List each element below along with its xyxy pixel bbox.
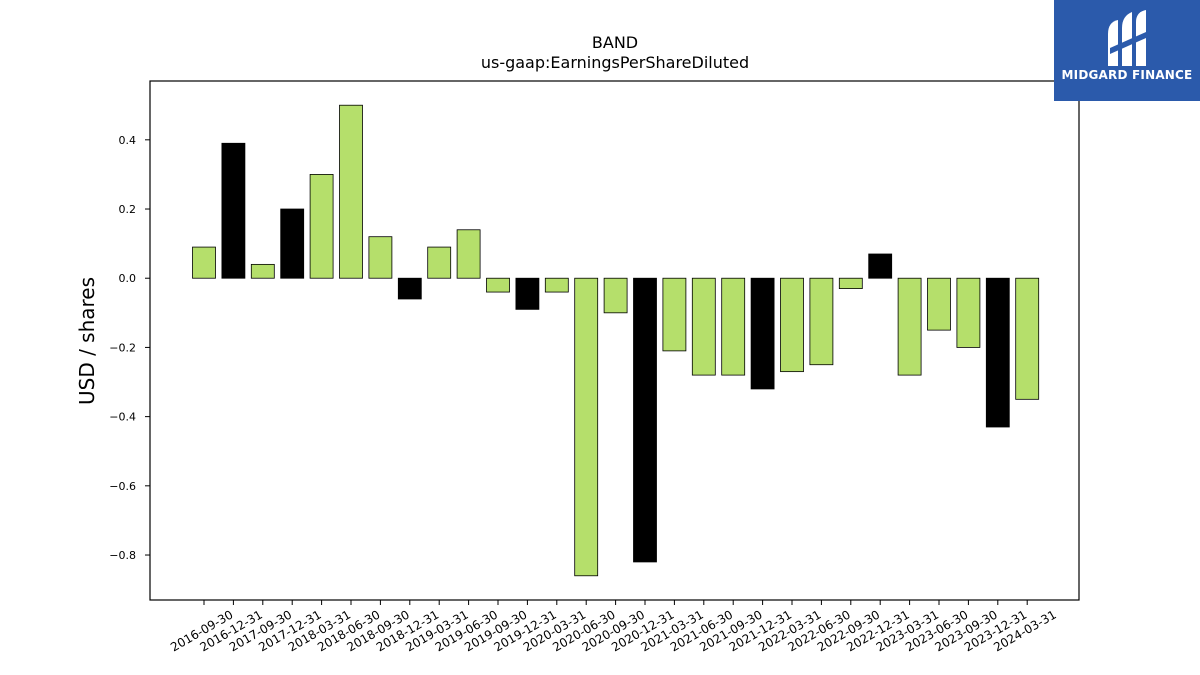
bar-2016-12-31 bbox=[221, 142, 246, 279]
midgard-logo-icon bbox=[1108, 10, 1146, 66]
bar-2019-09-30 bbox=[486, 277, 510, 293]
bar-2022-09-30 bbox=[838, 277, 863, 290]
y-axis-label: USD / shares bbox=[75, 277, 99, 405]
bar-2023-09-30 bbox=[956, 277, 981, 348]
bar-2021-09-30 bbox=[721, 277, 746, 376]
bar-2020-06-30 bbox=[574, 277, 599, 577]
bar-2018-09-30 bbox=[368, 236, 393, 279]
bar-2018-03-31 bbox=[309, 174, 334, 279]
y-axis-ticks: 0.4 0.2 0.0 −0.2 −0.4 −0.6 −0.8 bbox=[109, 134, 150, 562]
x-axis-ticks: 2016-09-302016-12-312017-09-302017-12-31… bbox=[168, 600, 1059, 654]
bar-2021-03-31 bbox=[662, 277, 687, 352]
bar-2023-12-31 bbox=[985, 277, 1010, 428]
bar-2022-03-31 bbox=[780, 277, 804, 373]
y-tick-label: −0.2 bbox=[109, 341, 136, 354]
bar-2021-06-30 bbox=[691, 277, 716, 376]
bar-2020-03-31 bbox=[544, 277, 569, 293]
chart-title: BAND bbox=[592, 33, 638, 52]
y-tick-label: −0.8 bbox=[109, 549, 136, 562]
chart-subtitle: us-gaap:EarningsPerShareDiluted bbox=[481, 53, 749, 72]
bar-2020-12-31 bbox=[633, 277, 657, 563]
bar-2017-09-30 bbox=[250, 263, 275, 279]
plot-frame bbox=[149, 80, 1080, 601]
bar-2019-12-31 bbox=[515, 277, 540, 310]
bar-2023-06-30 bbox=[927, 277, 951, 331]
bar-2019-03-31 bbox=[427, 246, 452, 279]
bar-2019-06-30 bbox=[456, 229, 481, 279]
bar-2023-03-31 bbox=[897, 277, 922, 376]
y-tick-label: −0.4 bbox=[109, 411, 136, 424]
bar-2018-06-30 bbox=[339, 104, 363, 279]
y-tick-label: 0.0 bbox=[119, 272, 137, 285]
bar-2021-12-31 bbox=[750, 277, 775, 390]
bar-2017-12-31 bbox=[280, 208, 305, 279]
bar-2020-09-30 bbox=[603, 277, 628, 314]
midgard-finance-logo: MIDGARD FINANCE bbox=[1054, 0, 1200, 101]
logo-text: MIDGARD FINANCE bbox=[1061, 68, 1193, 82]
bars-group bbox=[192, 104, 1040, 577]
y-tick-label: 0.2 bbox=[119, 203, 137, 216]
bar-2018-12-31 bbox=[397, 277, 422, 300]
bar-2022-06-30 bbox=[809, 277, 834, 366]
bar-2022-12-31 bbox=[868, 253, 893, 279]
y-tick-label: 0.4 bbox=[119, 134, 137, 147]
bar-2016-09-30 bbox=[192, 246, 216, 279]
bar-2024-03-31 bbox=[1015, 277, 1040, 400]
y-tick-label: −0.6 bbox=[109, 480, 136, 493]
